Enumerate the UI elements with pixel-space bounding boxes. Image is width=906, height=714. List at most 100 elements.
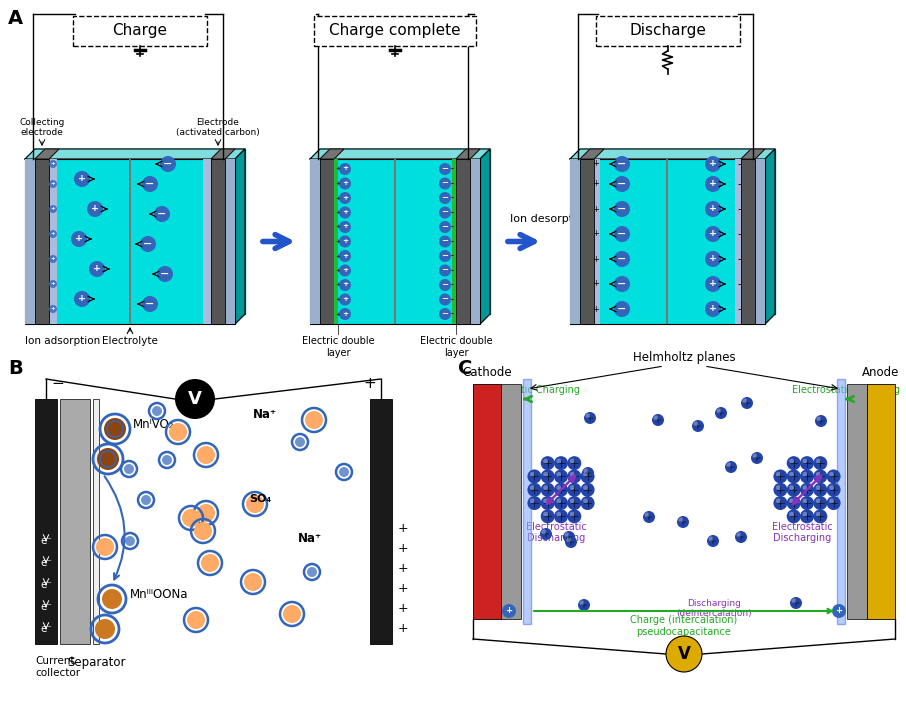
Bar xyxy=(211,159,225,324)
Circle shape xyxy=(815,415,827,427)
Circle shape xyxy=(707,535,719,547)
Circle shape xyxy=(815,512,821,517)
Circle shape xyxy=(789,458,794,463)
Text: +: + xyxy=(709,254,717,263)
Circle shape xyxy=(160,156,176,172)
Text: +: + xyxy=(335,239,341,244)
Circle shape xyxy=(570,486,574,490)
Text: +: + xyxy=(342,166,348,171)
Text: +: + xyxy=(342,296,348,302)
Text: -: - xyxy=(450,179,454,188)
Text: +: + xyxy=(75,234,83,243)
Circle shape xyxy=(295,437,305,447)
Text: −: − xyxy=(617,253,627,263)
Circle shape xyxy=(201,554,219,572)
Circle shape xyxy=(283,605,301,623)
Text: +: + xyxy=(51,161,55,166)
Circle shape xyxy=(540,528,552,540)
Text: −: − xyxy=(51,376,63,391)
Circle shape xyxy=(774,483,787,497)
Circle shape xyxy=(194,522,212,540)
Circle shape xyxy=(439,308,451,320)
Circle shape xyxy=(439,221,451,233)
Bar xyxy=(60,399,90,644)
Circle shape xyxy=(786,509,801,523)
Circle shape xyxy=(541,483,554,497)
Text: +: + xyxy=(342,223,348,229)
Circle shape xyxy=(583,498,588,503)
Text: +: + xyxy=(342,281,348,288)
Circle shape xyxy=(140,236,156,252)
Polygon shape xyxy=(235,149,245,324)
Text: +: + xyxy=(398,543,409,555)
Circle shape xyxy=(541,509,554,523)
Circle shape xyxy=(187,611,205,629)
Circle shape xyxy=(566,538,572,543)
Text: +: + xyxy=(51,281,55,286)
Text: e⁻: e⁻ xyxy=(40,536,52,546)
Circle shape xyxy=(339,206,351,218)
Circle shape xyxy=(614,201,630,217)
Circle shape xyxy=(583,486,588,490)
Text: +: + xyxy=(342,209,348,215)
Circle shape xyxy=(803,512,807,517)
Polygon shape xyxy=(320,149,344,159)
Circle shape xyxy=(244,573,262,591)
Circle shape xyxy=(96,538,114,556)
Circle shape xyxy=(614,301,630,317)
Circle shape xyxy=(339,293,351,306)
Polygon shape xyxy=(765,149,775,324)
Circle shape xyxy=(530,472,535,477)
Circle shape xyxy=(705,176,721,192)
Bar xyxy=(741,159,755,324)
Text: +: + xyxy=(342,194,348,201)
Text: −: − xyxy=(441,236,448,246)
Circle shape xyxy=(554,496,568,510)
Circle shape xyxy=(544,472,548,477)
Circle shape xyxy=(800,509,814,523)
Bar xyxy=(837,379,845,624)
Circle shape xyxy=(800,469,814,483)
Bar xyxy=(370,399,392,644)
Text: +: + xyxy=(51,181,55,186)
Text: Electric double
layer: Electric double layer xyxy=(302,336,374,358)
Circle shape xyxy=(803,486,807,490)
Circle shape xyxy=(679,518,683,523)
Circle shape xyxy=(74,171,90,187)
Circle shape xyxy=(527,469,542,483)
Text: e⁻: e⁻ xyxy=(40,558,52,568)
Text: B: B xyxy=(8,359,23,378)
Circle shape xyxy=(570,512,574,517)
Circle shape xyxy=(815,498,821,503)
Circle shape xyxy=(142,296,158,312)
Text: −: − xyxy=(441,193,448,202)
Text: −: − xyxy=(158,208,167,218)
Circle shape xyxy=(666,636,702,672)
Circle shape xyxy=(677,516,689,528)
Circle shape xyxy=(542,530,546,535)
Circle shape xyxy=(556,458,562,463)
Circle shape xyxy=(814,496,827,510)
Circle shape xyxy=(339,308,351,320)
Circle shape xyxy=(544,486,548,490)
Circle shape xyxy=(653,416,659,421)
Bar xyxy=(473,384,501,619)
Text: +: + xyxy=(78,174,86,183)
Circle shape xyxy=(582,467,594,479)
Text: −: − xyxy=(617,228,627,238)
Circle shape xyxy=(104,418,126,440)
Circle shape xyxy=(169,423,187,441)
Circle shape xyxy=(737,533,741,538)
Bar xyxy=(225,159,235,324)
Circle shape xyxy=(815,486,821,490)
Text: Separator: Separator xyxy=(67,656,125,669)
Circle shape xyxy=(339,250,351,262)
Text: −: − xyxy=(441,309,448,318)
Circle shape xyxy=(556,498,562,503)
Text: e⁻: e⁻ xyxy=(40,580,52,590)
Circle shape xyxy=(753,453,757,458)
Text: +: + xyxy=(709,279,717,288)
Text: Electrostatic Charging: Electrostatic Charging xyxy=(792,385,900,395)
Circle shape xyxy=(102,589,122,609)
Text: V: V xyxy=(678,645,690,663)
